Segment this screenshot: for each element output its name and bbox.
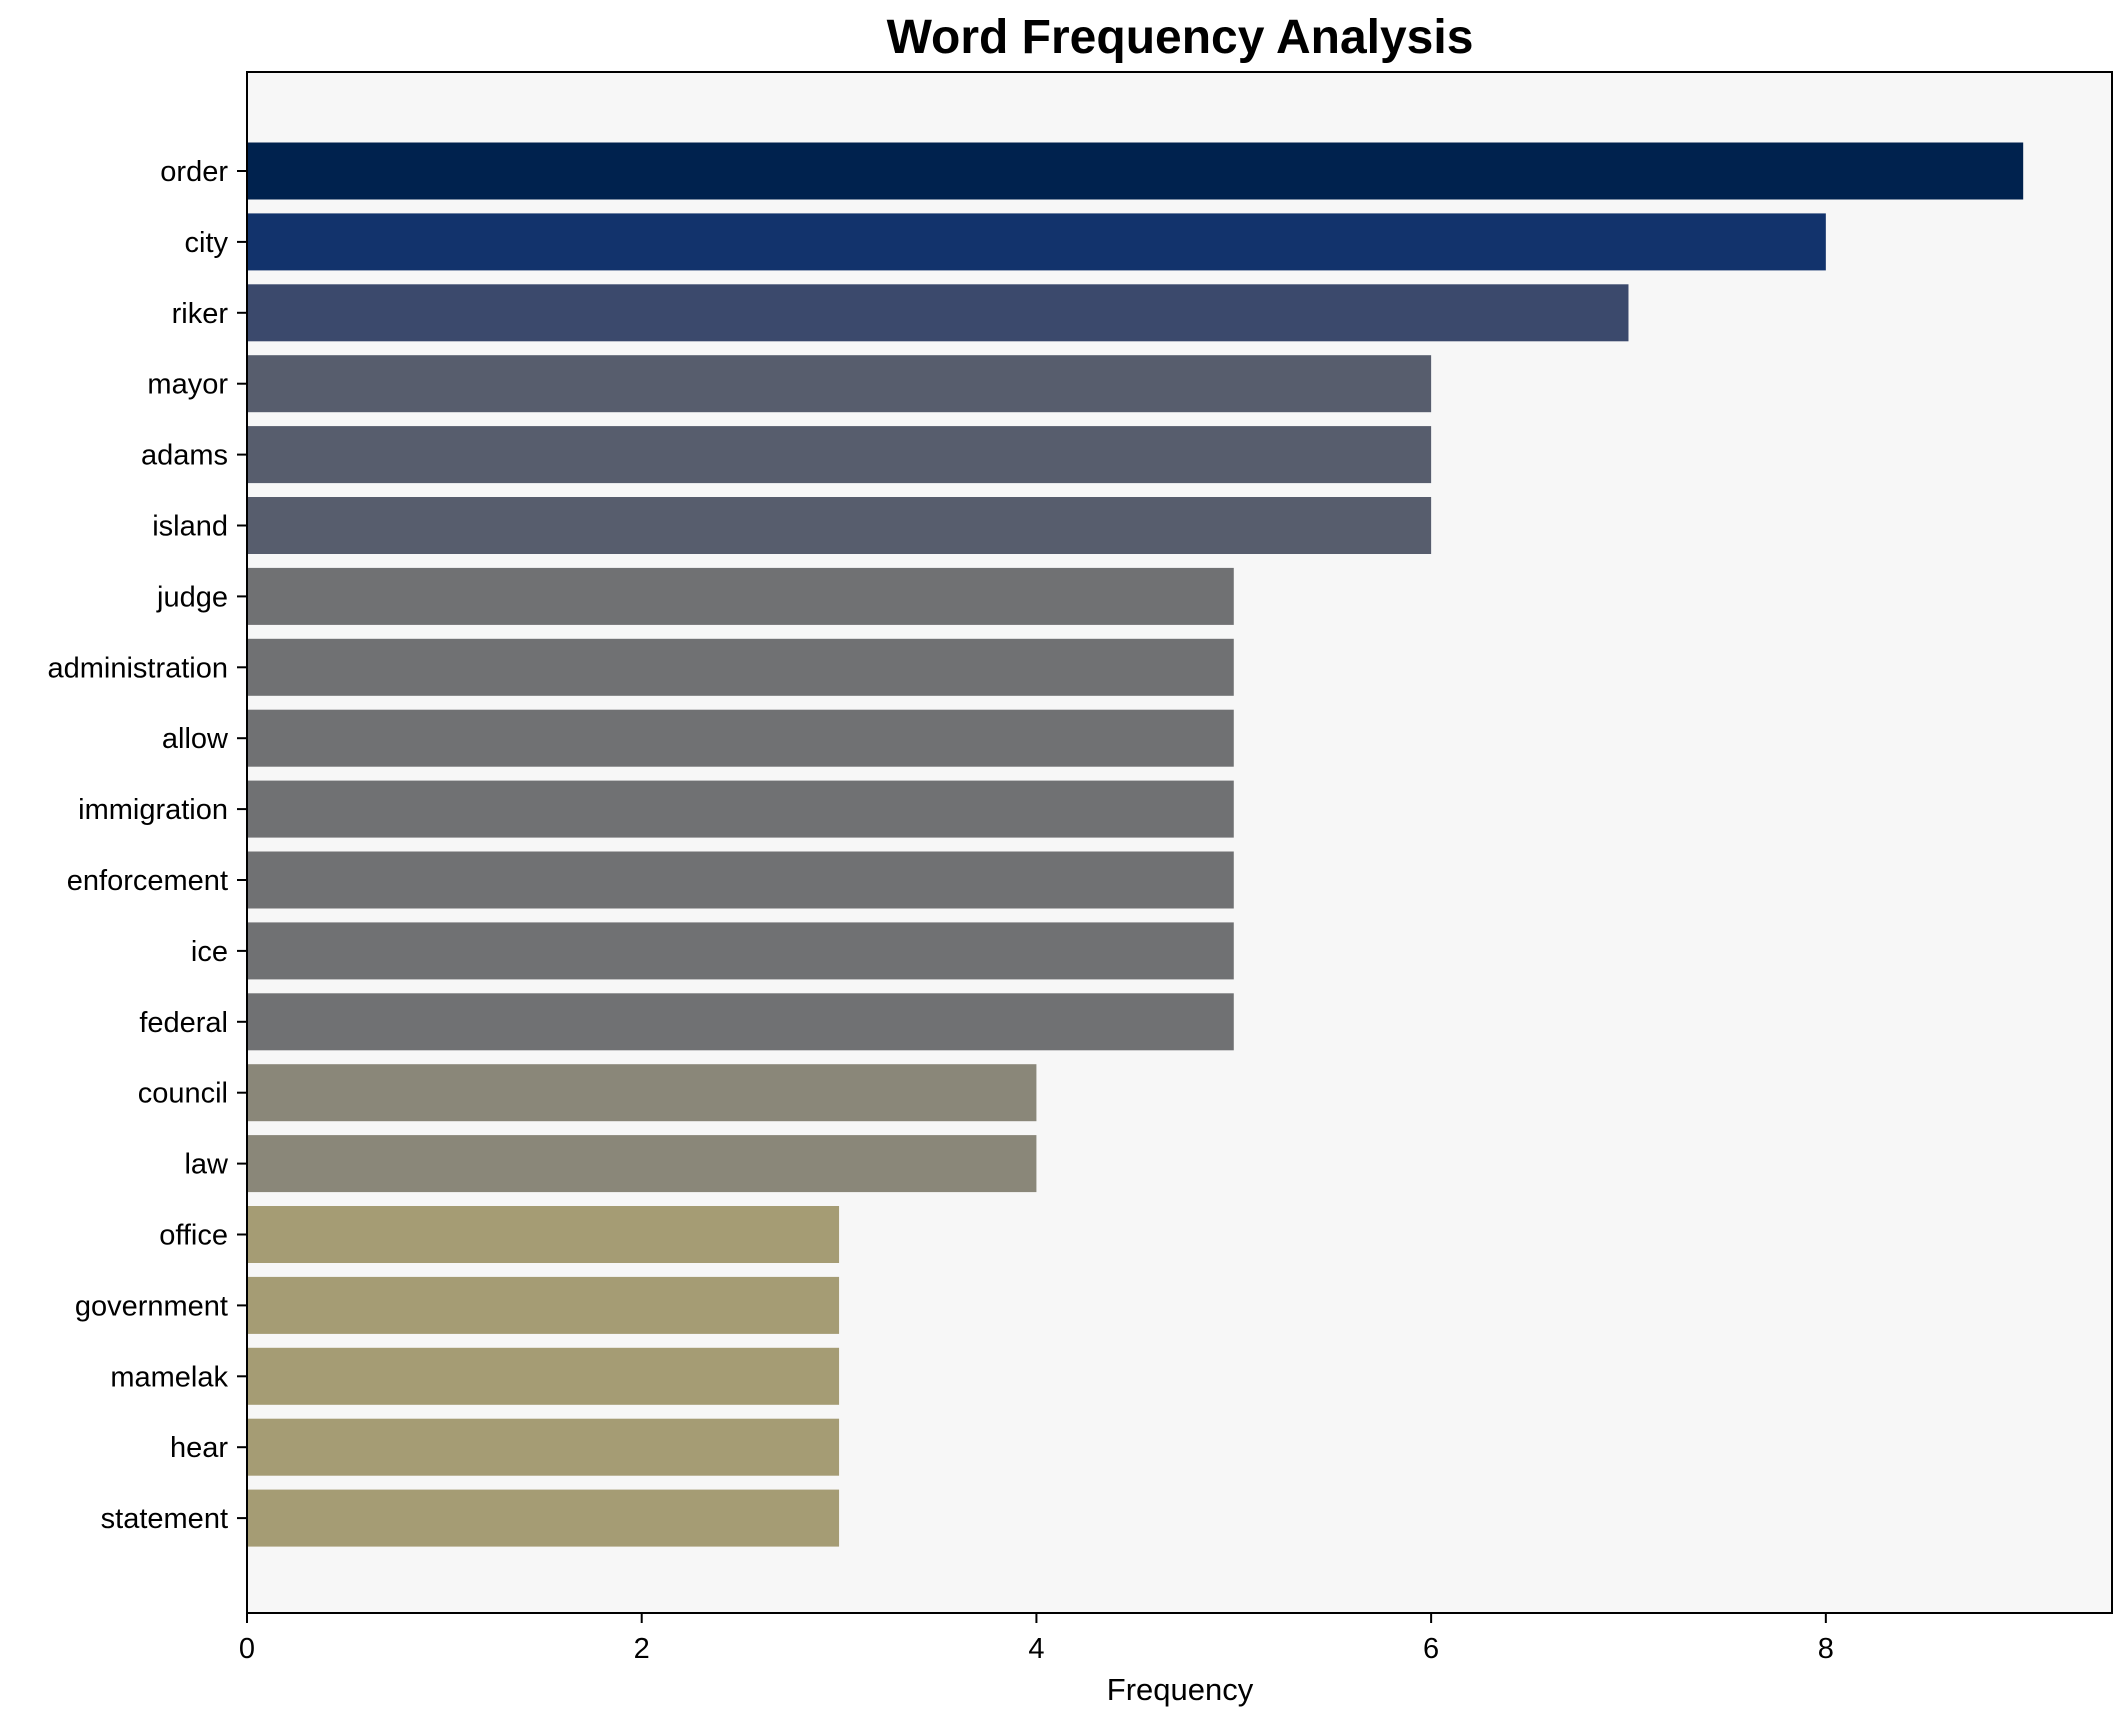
bar-island (247, 497, 1432, 554)
y-tick-label: island (152, 511, 228, 543)
bar-council (247, 1064, 1037, 1122)
y-tick-label: judge (156, 581, 228, 613)
bar-order (247, 142, 2024, 200)
chart-title: Word Frequency Analysis (887, 11, 1474, 64)
x-tick-label: 8 (1818, 1633, 1834, 1665)
bar-ice (247, 922, 1234, 980)
bars-group (247, 142, 2024, 1547)
y-tick-label: mayor (147, 369, 228, 401)
bar-adams (247, 426, 1432, 484)
bar-administration (247, 638, 1234, 696)
y-tick-label: council (138, 1078, 228, 1110)
bar-mamelak (247, 1347, 840, 1405)
y-tick-label: hear (170, 1432, 228, 1464)
bar-immigration (247, 780, 1234, 838)
y-tick-label: office (159, 1220, 228, 1252)
bar-government (247, 1276, 840, 1334)
y-tick-label: mamelak (110, 1361, 228, 1393)
x-tick-label: 4 (1028, 1633, 1044, 1665)
y-tick-label: administration (47, 652, 228, 684)
bar-mayor (247, 355, 1432, 413)
x-axis-label: Frequency (1107, 1672, 1254, 1707)
y-tick-label: adams (141, 440, 228, 472)
bar-statement (247, 1489, 840, 1547)
bar-enforcement (247, 851, 1234, 909)
x-tick-label: 6 (1423, 1633, 1439, 1665)
bar-allow (247, 709, 1234, 767)
bar-judge (247, 567, 1234, 625)
y-tick-label: statement (101, 1503, 228, 1535)
y-tick-label: order (160, 156, 228, 188)
x-axis-ticks: 0 2 4 6 8 (239, 1613, 1834, 1665)
bar-law (247, 1135, 1037, 1193)
plot-frame (246, 71, 2113, 1614)
bar-office (247, 1206, 840, 1263)
y-tick-label: enforcement (67, 865, 228, 897)
y-axis-ticks: order city riker mayor adams island judge admin… (47, 156, 247, 1535)
y-tick-label: law (184, 1149, 229, 1181)
x-tick-label: 0 (239, 1633, 255, 1665)
y-tick-label: city (185, 227, 229, 259)
y-tick-label: allow (162, 723, 229, 755)
y-tick-label: government (75, 1290, 228, 1322)
y-tick-label: federal (139, 1007, 228, 1039)
bar-federal (247, 993, 1234, 1051)
y-tick-label: riker (172, 298, 229, 330)
y-tick-label: immigration (78, 794, 228, 826)
bar-hear (247, 1418, 840, 1476)
x-tick-label: 2 (634, 1633, 650, 1665)
bar-riker (247, 284, 1629, 342)
y-tick-label: ice (191, 936, 228, 968)
bar-city (247, 213, 1826, 271)
